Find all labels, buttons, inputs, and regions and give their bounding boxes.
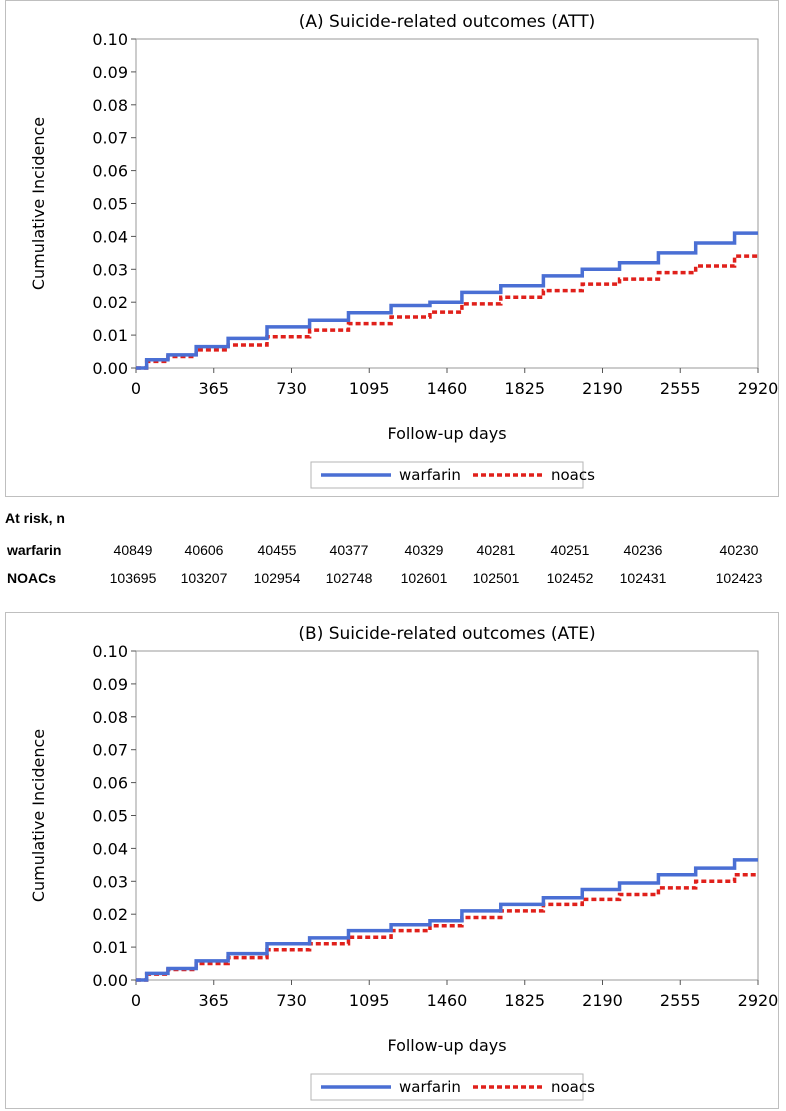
chart-b-y-tick-label: 0.03 bbox=[92, 872, 128, 891]
chart-a-y-tick-label: 0.04 bbox=[92, 227, 128, 246]
chart-b-x-tick-label: 2190 bbox=[582, 991, 623, 1010]
chart-panel-b: (B) Suicide-related outcomes (ATE) 0.00 0.… bbox=[5, 612, 779, 1109]
at-risk-cell: 40281 bbox=[476, 542, 516, 558]
chart-a-x-tick-label: 730 bbox=[276, 379, 307, 398]
chart-a-y-tick-label: 0.06 bbox=[92, 162, 128, 181]
chart-b-y-tick-label: 0.01 bbox=[92, 938, 128, 957]
at-risk-cell: 40230 bbox=[719, 542, 759, 558]
at-risk-cell: 102748 bbox=[325, 570, 373, 586]
chart-a-x-tick-label: 365 bbox=[198, 379, 229, 398]
chart-a-y-tick-label: 0.00 bbox=[92, 359, 128, 378]
chart-a-y-tick-label: 0.07 bbox=[92, 129, 128, 148]
chart-b-x-tick-label: 365 bbox=[198, 991, 229, 1010]
chart-b-x-axis-label: Follow-up days bbox=[387, 1036, 506, 1055]
at-risk-cell: 102431 bbox=[619, 570, 667, 586]
chart-b-y-tick-label: 0.00 bbox=[92, 971, 128, 990]
chart-a-series-warfarin bbox=[136, 231, 758, 370]
at-risk-cell: 102452 bbox=[546, 570, 594, 586]
at-risk-cell: 102601 bbox=[400, 570, 448, 586]
chart-b-legend-label-warfarin: warfarin bbox=[399, 1078, 461, 1096]
chart-a-plot-frame bbox=[135, 38, 759, 369]
chart-a-y-tick-label: 0.08 bbox=[92, 96, 128, 115]
at-risk-cell: 103207 bbox=[180, 570, 228, 586]
chart-b-x-tick-label: 1825 bbox=[504, 991, 545, 1010]
chart-b-x-tick-label: 1095 bbox=[349, 991, 390, 1010]
at-risk-row-label: warfarin bbox=[7, 542, 62, 558]
at-risk-header: At risk, n bbox=[5, 510, 65, 526]
at-risk-cell: 40236 bbox=[623, 542, 663, 558]
chart-a-legend-label-warfarin: warfarin bbox=[399, 466, 461, 484]
chart-a-y-tick-label: 0.10 bbox=[92, 30, 128, 49]
at-risk-cell: 40329 bbox=[404, 542, 444, 558]
chart-a-title: (A) Suicide-related outcomes (ATT) bbox=[299, 12, 596, 32]
chart-b-x-tick-label: 1460 bbox=[427, 991, 468, 1010]
chart-b-legend-label-noacs: noacs bbox=[551, 1078, 595, 1096]
chart-b-y-tick-label: 0.05 bbox=[92, 807, 128, 826]
at-risk-cell: 102423 bbox=[715, 570, 763, 586]
chart-a-x-tick-label: 1460 bbox=[427, 379, 468, 398]
chart-a-y-tick-label: 0.02 bbox=[92, 293, 128, 312]
chart-b-plot-frame bbox=[135, 650, 759, 981]
chart-a-x-tick-label: 1095 bbox=[349, 379, 390, 398]
chart-a-x-tick-label: 2920 bbox=[738, 379, 779, 398]
chart-a-x-axis-label: Follow-up days bbox=[387, 424, 506, 443]
chart-a: (A) Suicide-related outcomes (ATT) 0.00 0.… bbox=[29, 12, 779, 489]
chart-a-y-tick-label: 0.01 bbox=[92, 326, 128, 345]
chart-b-y-tick-label: 0.10 bbox=[92, 642, 128, 661]
chart-b-y-tick-label: 0.02 bbox=[92, 905, 128, 924]
chart-panel-a: (A) Suicide-related outcomes (ATT) 0.00 0.… bbox=[5, 0, 779, 497]
at-risk-table: At risk, n warfarin 40849 40606 40455 40377 4… bbox=[0, 497, 786, 607]
chart-b-y-tick-label: 0.08 bbox=[92, 708, 128, 727]
chart-a-x-tick-label: 2555 bbox=[660, 379, 701, 398]
chart-b-y-tick-label: 0.09 bbox=[92, 675, 128, 694]
at-risk-cell: 40606 bbox=[184, 542, 224, 558]
chart-b-y-tick-label: 0.07 bbox=[92, 741, 128, 760]
chart-b-x-tick-label: 730 bbox=[276, 991, 307, 1010]
at-risk-cell: 40455 bbox=[257, 542, 297, 558]
chart-b-x-tick-label: 2555 bbox=[660, 991, 701, 1010]
chart-b-title: (B) Suicide-related outcomes (ATE) bbox=[298, 624, 595, 644]
chart-b-y-tick-label: 0.04 bbox=[92, 839, 128, 858]
at-risk-cell: 40849 bbox=[113, 542, 153, 558]
at-risk-cell: 40377 bbox=[329, 542, 369, 558]
chart-a-y-axis-label: Cumulative Incidence bbox=[29, 117, 48, 290]
chart-a-x-tick-label: 0 bbox=[131, 379, 141, 398]
chart-a-y-tick-label: 0.05 bbox=[92, 195, 128, 214]
at-risk-row-label: NOACs bbox=[7, 570, 57, 586]
chart-a-legend-label-noacs: noacs bbox=[551, 466, 595, 484]
chart-a-series-noacs bbox=[136, 254, 758, 370]
chart-b-series-warfarin bbox=[136, 858, 758, 982]
chart-a-x-tick-label: 1825 bbox=[504, 379, 545, 398]
chart-a-x-tick-label: 2190 bbox=[582, 379, 623, 398]
chart-b: (B) Suicide-related outcomes (ATE) 0.00 0.… bbox=[29, 624, 779, 1101]
chart-b-y-axis-label: Cumulative Incidence bbox=[29, 729, 48, 902]
at-risk-cell: 102954 bbox=[253, 570, 301, 586]
at-risk-cell: 102501 bbox=[472, 570, 520, 586]
at-risk-cell: 40251 bbox=[550, 542, 590, 558]
chart-b-x-tick-label: 0 bbox=[131, 991, 141, 1010]
at-risk-cell: 103695 bbox=[109, 570, 157, 586]
chart-a-y-tick-label: 0.09 bbox=[92, 63, 128, 82]
chart-a-y-tick-label: 0.03 bbox=[92, 260, 128, 279]
chart-b-y-tick-label: 0.06 bbox=[92, 774, 128, 793]
chart-b-series-noacs bbox=[136, 872, 758, 982]
chart-b-x-tick-label: 2920 bbox=[738, 991, 779, 1010]
